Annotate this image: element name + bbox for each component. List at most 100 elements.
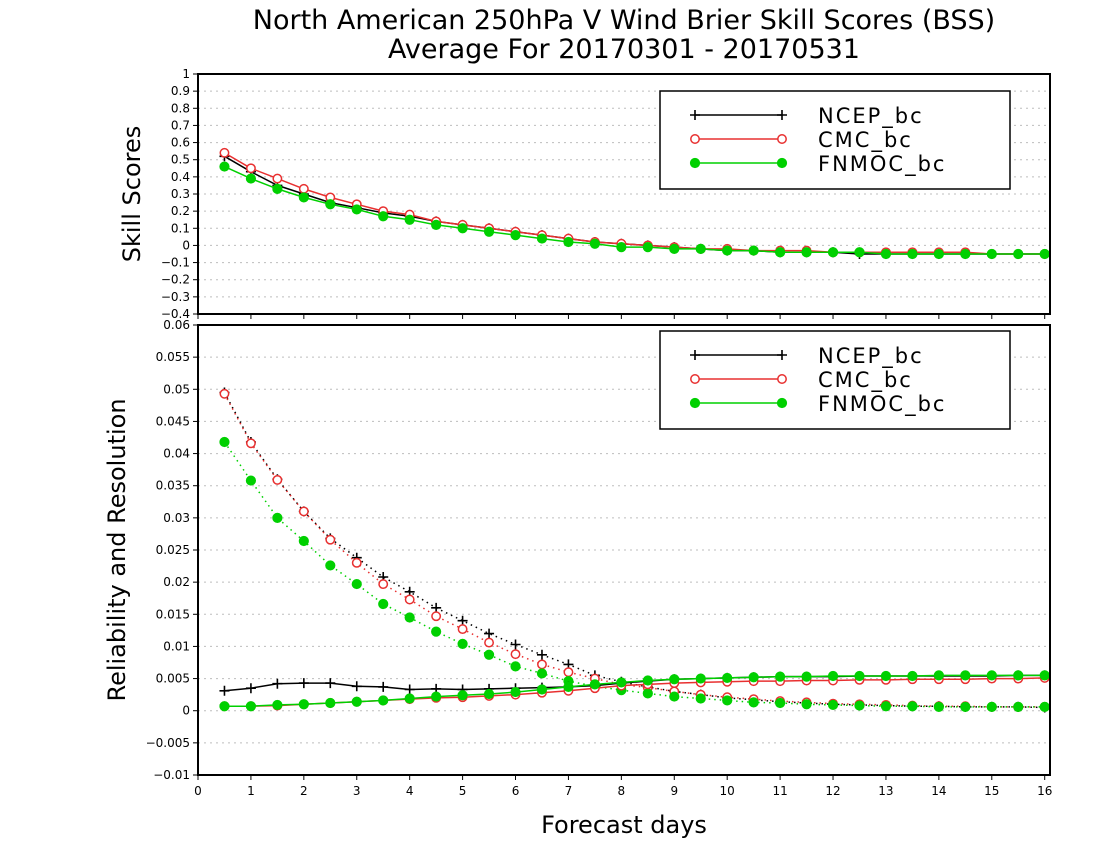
data-point	[510, 649, 521, 660]
data-point	[827, 247, 839, 258]
y-tick-label: −0.2	[161, 273, 190, 287]
data-point	[245, 683, 256, 694]
data-point	[325, 560, 336, 571]
data-point	[325, 697, 336, 709]
data-point	[880, 701, 892, 712]
data-point	[1039, 670, 1050, 681]
data-point	[325, 534, 336, 545]
y-tick-label: 0.055	[156, 350, 190, 364]
data-point	[722, 672, 733, 684]
data-point	[431, 219, 442, 230]
plot-frame	[197, 324, 1051, 776]
y-tick-label: 0.5	[171, 153, 190, 167]
data-point	[748, 697, 759, 708]
data-point	[351, 578, 362, 590]
legend-marker	[689, 157, 701, 169]
data-point	[1039, 701, 1050, 712]
data-point	[404, 612, 415, 623]
data-point	[351, 681, 362, 692]
legend-label: CMC_bc	[818, 368, 913, 393]
data-point	[986, 248, 997, 260]
data-point	[536, 668, 548, 679]
data-point	[589, 238, 600, 249]
data-point	[298, 678, 309, 689]
data-point	[219, 388, 230, 399]
skill-scores-panel: −0.4 −0.3 −0.2 −0.1 0 0.1 0.2 0.3 0.4 0.5 0.6 0.7 0.…	[118, 67, 1051, 321]
y-tick-label: 0.7	[171, 118, 190, 132]
data-point	[563, 236, 574, 248]
data-point	[325, 678, 336, 689]
x-tick-label: 1	[247, 784, 255, 798]
data-point	[245, 173, 257, 184]
y-tick-label: 0.035	[156, 479, 190, 493]
data-point	[510, 230, 521, 241]
data-point	[483, 226, 495, 237]
data-point	[642, 242, 653, 253]
legend-label: FNMOC_bc	[818, 152, 946, 177]
data-point	[272, 512, 283, 523]
data-point	[933, 248, 944, 260]
data-point	[404, 214, 415, 225]
data-point	[378, 211, 389, 222]
data-point	[536, 233, 548, 244]
data-point	[1013, 701, 1024, 712]
data-point	[483, 649, 495, 660]
y-tick-label: 0.04	[163, 447, 190, 461]
data-point	[563, 681, 574, 693]
legend-item-CMC_bc: CMC_bc	[690, 128, 913, 153]
y-tick-label: 0.005	[156, 672, 190, 686]
data-point	[986, 670, 997, 681]
y-tick-label: 0.3	[171, 187, 190, 201]
data-point	[272, 699, 283, 711]
legend-label: CMC_bc	[818, 128, 913, 153]
data-point	[801, 671, 812, 682]
y-tick-label: 0.02	[163, 575, 190, 589]
data-point	[431, 626, 442, 637]
data-point	[801, 247, 812, 258]
y-tick-label: 0.06	[163, 318, 190, 332]
x-tick-label: 14	[931, 784, 946, 798]
y-tick-label: 0.1	[171, 221, 190, 235]
legend-box	[659, 330, 1011, 430]
data-point	[1013, 670, 1024, 681]
series-FNMOC_bc	[219, 161, 1050, 260]
legend-item-NCEP_bc: NCEP_bc	[690, 104, 922, 129]
data-point	[378, 681, 389, 692]
data-point	[483, 688, 495, 700]
data-point	[219, 147, 230, 158]
data-point	[325, 199, 336, 210]
data-point	[880, 248, 892, 260]
data-point	[748, 245, 759, 256]
x-tick-label: 12	[825, 784, 840, 798]
data-point	[563, 667, 574, 678]
data-point	[748, 672, 759, 683]
data-point	[589, 679, 600, 690]
data-point	[404, 594, 415, 605]
data-point	[298, 535, 309, 547]
y-tick-label: 0.8	[171, 101, 190, 115]
data-point	[616, 242, 627, 253]
data-point	[272, 173, 283, 184]
data-point	[827, 670, 839, 682]
x-tick-label: 13	[878, 784, 893, 798]
data-point	[933, 701, 944, 712]
data-point	[431, 691, 442, 702]
data-point	[431, 602, 442, 613]
data-point	[907, 701, 918, 712]
x-tick-label: 5	[459, 784, 467, 798]
data-point	[457, 638, 468, 649]
x-tick-label: 10	[720, 784, 735, 798]
legend-marker	[777, 110, 787, 120]
data-point	[695, 693, 706, 704]
data-point	[536, 684, 548, 695]
data-point	[986, 701, 997, 712]
data-point	[695, 673, 706, 684]
data-point	[298, 699, 309, 710]
x-axis-label: Forecast days	[541, 811, 707, 839]
data-point	[245, 475, 257, 486]
y-tick-label: 1	[182, 67, 190, 81]
data-point	[960, 701, 971, 712]
data-point	[1013, 248, 1024, 260]
